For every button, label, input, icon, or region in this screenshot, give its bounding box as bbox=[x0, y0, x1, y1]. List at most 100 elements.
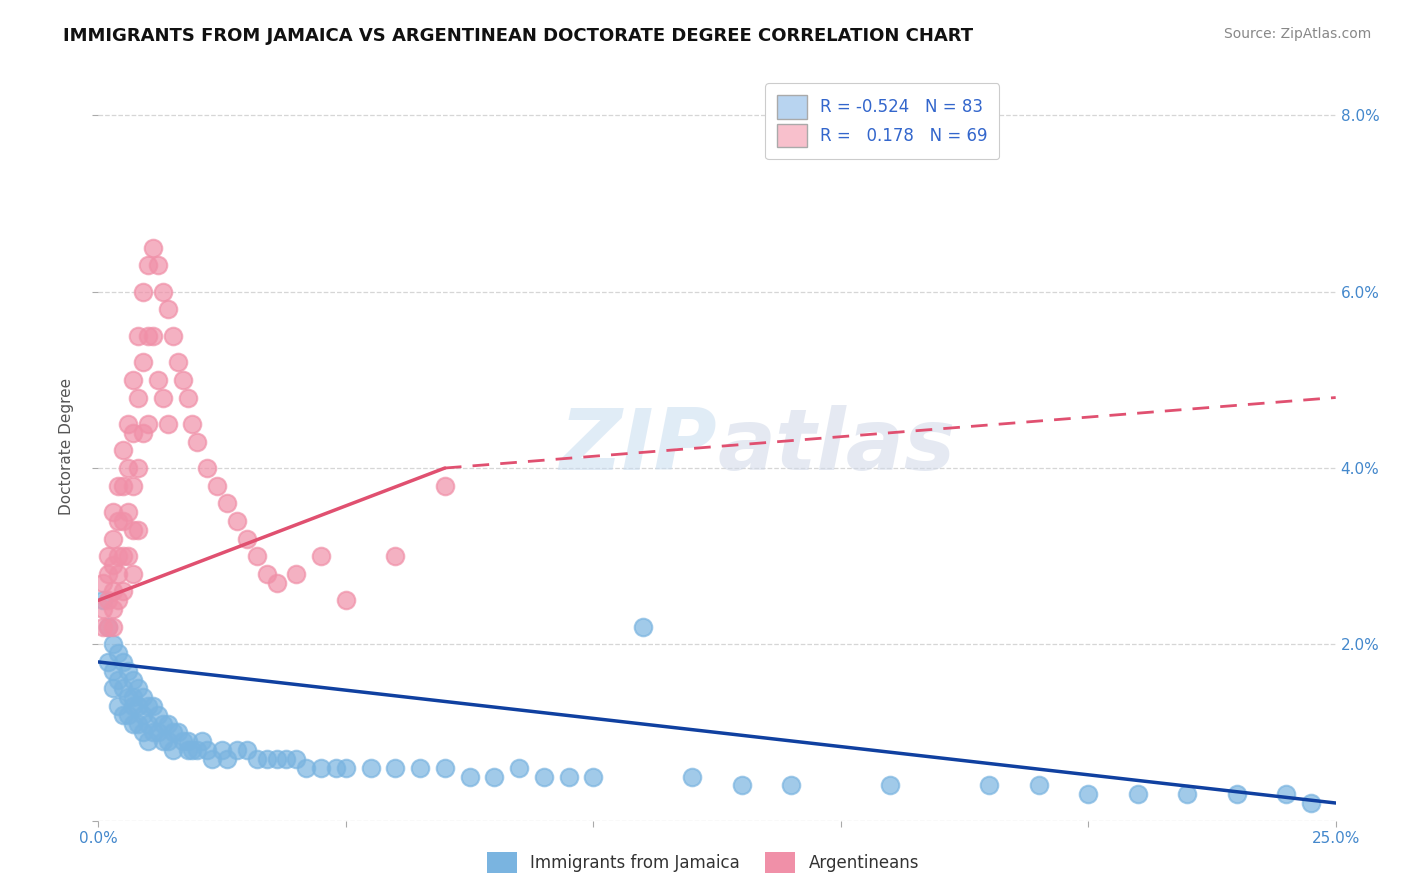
Point bbox=[117, 707, 139, 722]
Point bbox=[103, 681, 125, 696]
Point bbox=[236, 743, 259, 757]
Point bbox=[582, 770, 605, 784]
Point bbox=[1299, 796, 1322, 810]
Point bbox=[103, 602, 125, 616]
Point bbox=[156, 417, 179, 431]
Point bbox=[97, 620, 120, 634]
Point bbox=[112, 707, 135, 722]
Point bbox=[186, 743, 208, 757]
Point bbox=[103, 558, 125, 572]
Point bbox=[309, 549, 332, 564]
Point bbox=[285, 752, 308, 766]
Point bbox=[557, 770, 579, 784]
Point bbox=[132, 725, 155, 739]
Point bbox=[246, 549, 269, 564]
Point bbox=[122, 566, 145, 581]
Point bbox=[103, 664, 125, 678]
Point bbox=[122, 690, 145, 705]
Point bbox=[122, 425, 145, 440]
Point bbox=[107, 478, 129, 492]
Point bbox=[211, 743, 233, 757]
Point bbox=[205, 478, 228, 492]
Point bbox=[122, 716, 145, 731]
Point bbox=[142, 725, 165, 739]
Point bbox=[731, 778, 754, 792]
Point bbox=[152, 391, 174, 405]
Point bbox=[681, 770, 703, 784]
Text: IMMIGRANTS FROM JAMAICA VS ARGENTINEAN DOCTORATE DEGREE CORRELATION CHART: IMMIGRANTS FROM JAMAICA VS ARGENTINEAN D… bbox=[63, 27, 973, 45]
Point bbox=[217, 496, 239, 510]
Point bbox=[112, 478, 135, 492]
Legend: R = -0.524   N = 83, R =   0.178   N = 69: R = -0.524 N = 83, R = 0.178 N = 69 bbox=[765, 84, 1000, 159]
Point bbox=[97, 655, 120, 669]
Point bbox=[409, 761, 432, 775]
Point bbox=[384, 761, 406, 775]
Point bbox=[103, 532, 125, 546]
Y-axis label: Doctorate Degree: Doctorate Degree bbox=[59, 377, 75, 515]
Point bbox=[156, 734, 179, 748]
Point bbox=[112, 681, 135, 696]
Point bbox=[181, 743, 204, 757]
Point bbox=[226, 514, 249, 528]
Point bbox=[146, 258, 169, 272]
Point bbox=[97, 593, 120, 607]
Point bbox=[107, 549, 129, 564]
Point bbox=[117, 690, 139, 705]
Point bbox=[117, 417, 139, 431]
Point bbox=[132, 425, 155, 440]
Point bbox=[508, 761, 530, 775]
Point bbox=[122, 373, 145, 387]
Point bbox=[433, 761, 456, 775]
Point bbox=[122, 699, 145, 714]
Point bbox=[266, 575, 288, 590]
Point bbox=[195, 743, 218, 757]
Point bbox=[146, 373, 169, 387]
Point bbox=[172, 373, 194, 387]
Point bbox=[1175, 787, 1198, 801]
Point bbox=[1226, 787, 1249, 801]
Point bbox=[186, 434, 208, 449]
Point bbox=[127, 523, 149, 537]
Point bbox=[176, 734, 198, 748]
Point bbox=[146, 707, 169, 722]
Point bbox=[191, 734, 214, 748]
Point bbox=[256, 566, 278, 581]
Point bbox=[97, 549, 120, 564]
Point bbox=[132, 355, 155, 369]
Point bbox=[107, 593, 129, 607]
Point bbox=[112, 655, 135, 669]
Point bbox=[246, 752, 269, 766]
Point bbox=[97, 566, 120, 581]
Point bbox=[112, 584, 135, 599]
Point bbox=[122, 478, 145, 492]
Point bbox=[384, 549, 406, 564]
Point bbox=[136, 734, 159, 748]
Point bbox=[103, 584, 125, 599]
Text: ZIP: ZIP bbox=[560, 404, 717, 488]
Point bbox=[217, 752, 239, 766]
Point bbox=[117, 549, 139, 564]
Point bbox=[107, 566, 129, 581]
Point bbox=[127, 391, 149, 405]
Point bbox=[325, 761, 347, 775]
Point bbox=[162, 743, 184, 757]
Point bbox=[107, 673, 129, 687]
Point bbox=[276, 752, 298, 766]
Point bbox=[107, 699, 129, 714]
Point bbox=[132, 707, 155, 722]
Point bbox=[156, 302, 179, 317]
Point bbox=[136, 417, 159, 431]
Point bbox=[127, 681, 149, 696]
Point bbox=[631, 620, 654, 634]
Point bbox=[146, 725, 169, 739]
Point bbox=[103, 637, 125, 651]
Point bbox=[309, 761, 332, 775]
Point bbox=[152, 285, 174, 299]
Point bbox=[285, 566, 308, 581]
Point bbox=[103, 620, 125, 634]
Point bbox=[112, 549, 135, 564]
Point bbox=[132, 285, 155, 299]
Point bbox=[107, 514, 129, 528]
Point bbox=[132, 690, 155, 705]
Point bbox=[127, 699, 149, 714]
